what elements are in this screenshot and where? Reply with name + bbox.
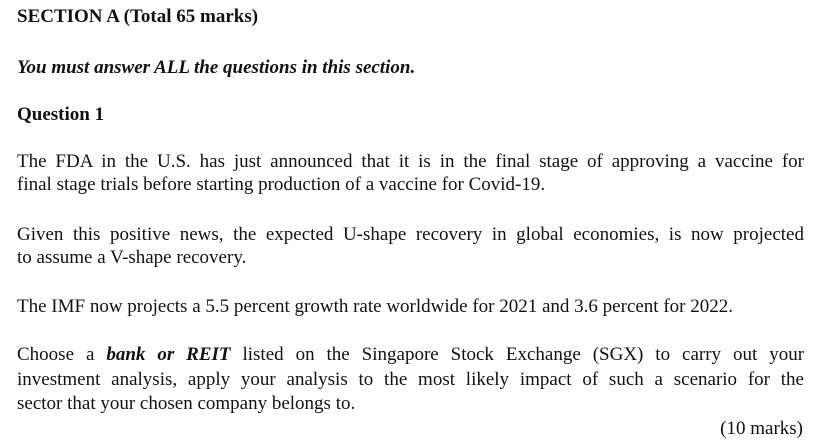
- paragraph-4-line-1: Choose a bank or REIT listed on the Sing…: [17, 344, 804, 366]
- paragraph-1-line-1: The FDA in the U.S. has just announced t…: [17, 151, 804, 172]
- section-instruction: You must answer ALL the questions in thi…: [17, 57, 416, 78]
- paragraph-4-prefix: Choose a: [17, 344, 95, 365]
- paragraph-2-line-2: to assume a V-shape recovery.: [17, 247, 247, 268]
- paragraph-4-line-2: investment analysis, apply your analysis…: [17, 369, 804, 390]
- question-marks: (10 marks): [720, 418, 803, 439]
- paragraph-4-suffix: listed on the Singapore Stock Exchange (…: [242, 344, 805, 365]
- paragraph-1-line-2: final stage trials before starting produ…: [17, 174, 546, 195]
- bank-or-reit-emphasis: bank or REIT: [106, 344, 231, 365]
- question-title: Question 1: [17, 104, 105, 125]
- paragraph-3-line-1: The IMF now projects a 5.5 percent growt…: [17, 296, 733, 317]
- paragraph-2-line-1: Given this positive news, the expected U…: [17, 224, 804, 245]
- section-heading: SECTION A (Total 65 marks): [17, 6, 259, 27]
- paragraph-4-line-3: sector that your chosen company belongs …: [17, 393, 356, 414]
